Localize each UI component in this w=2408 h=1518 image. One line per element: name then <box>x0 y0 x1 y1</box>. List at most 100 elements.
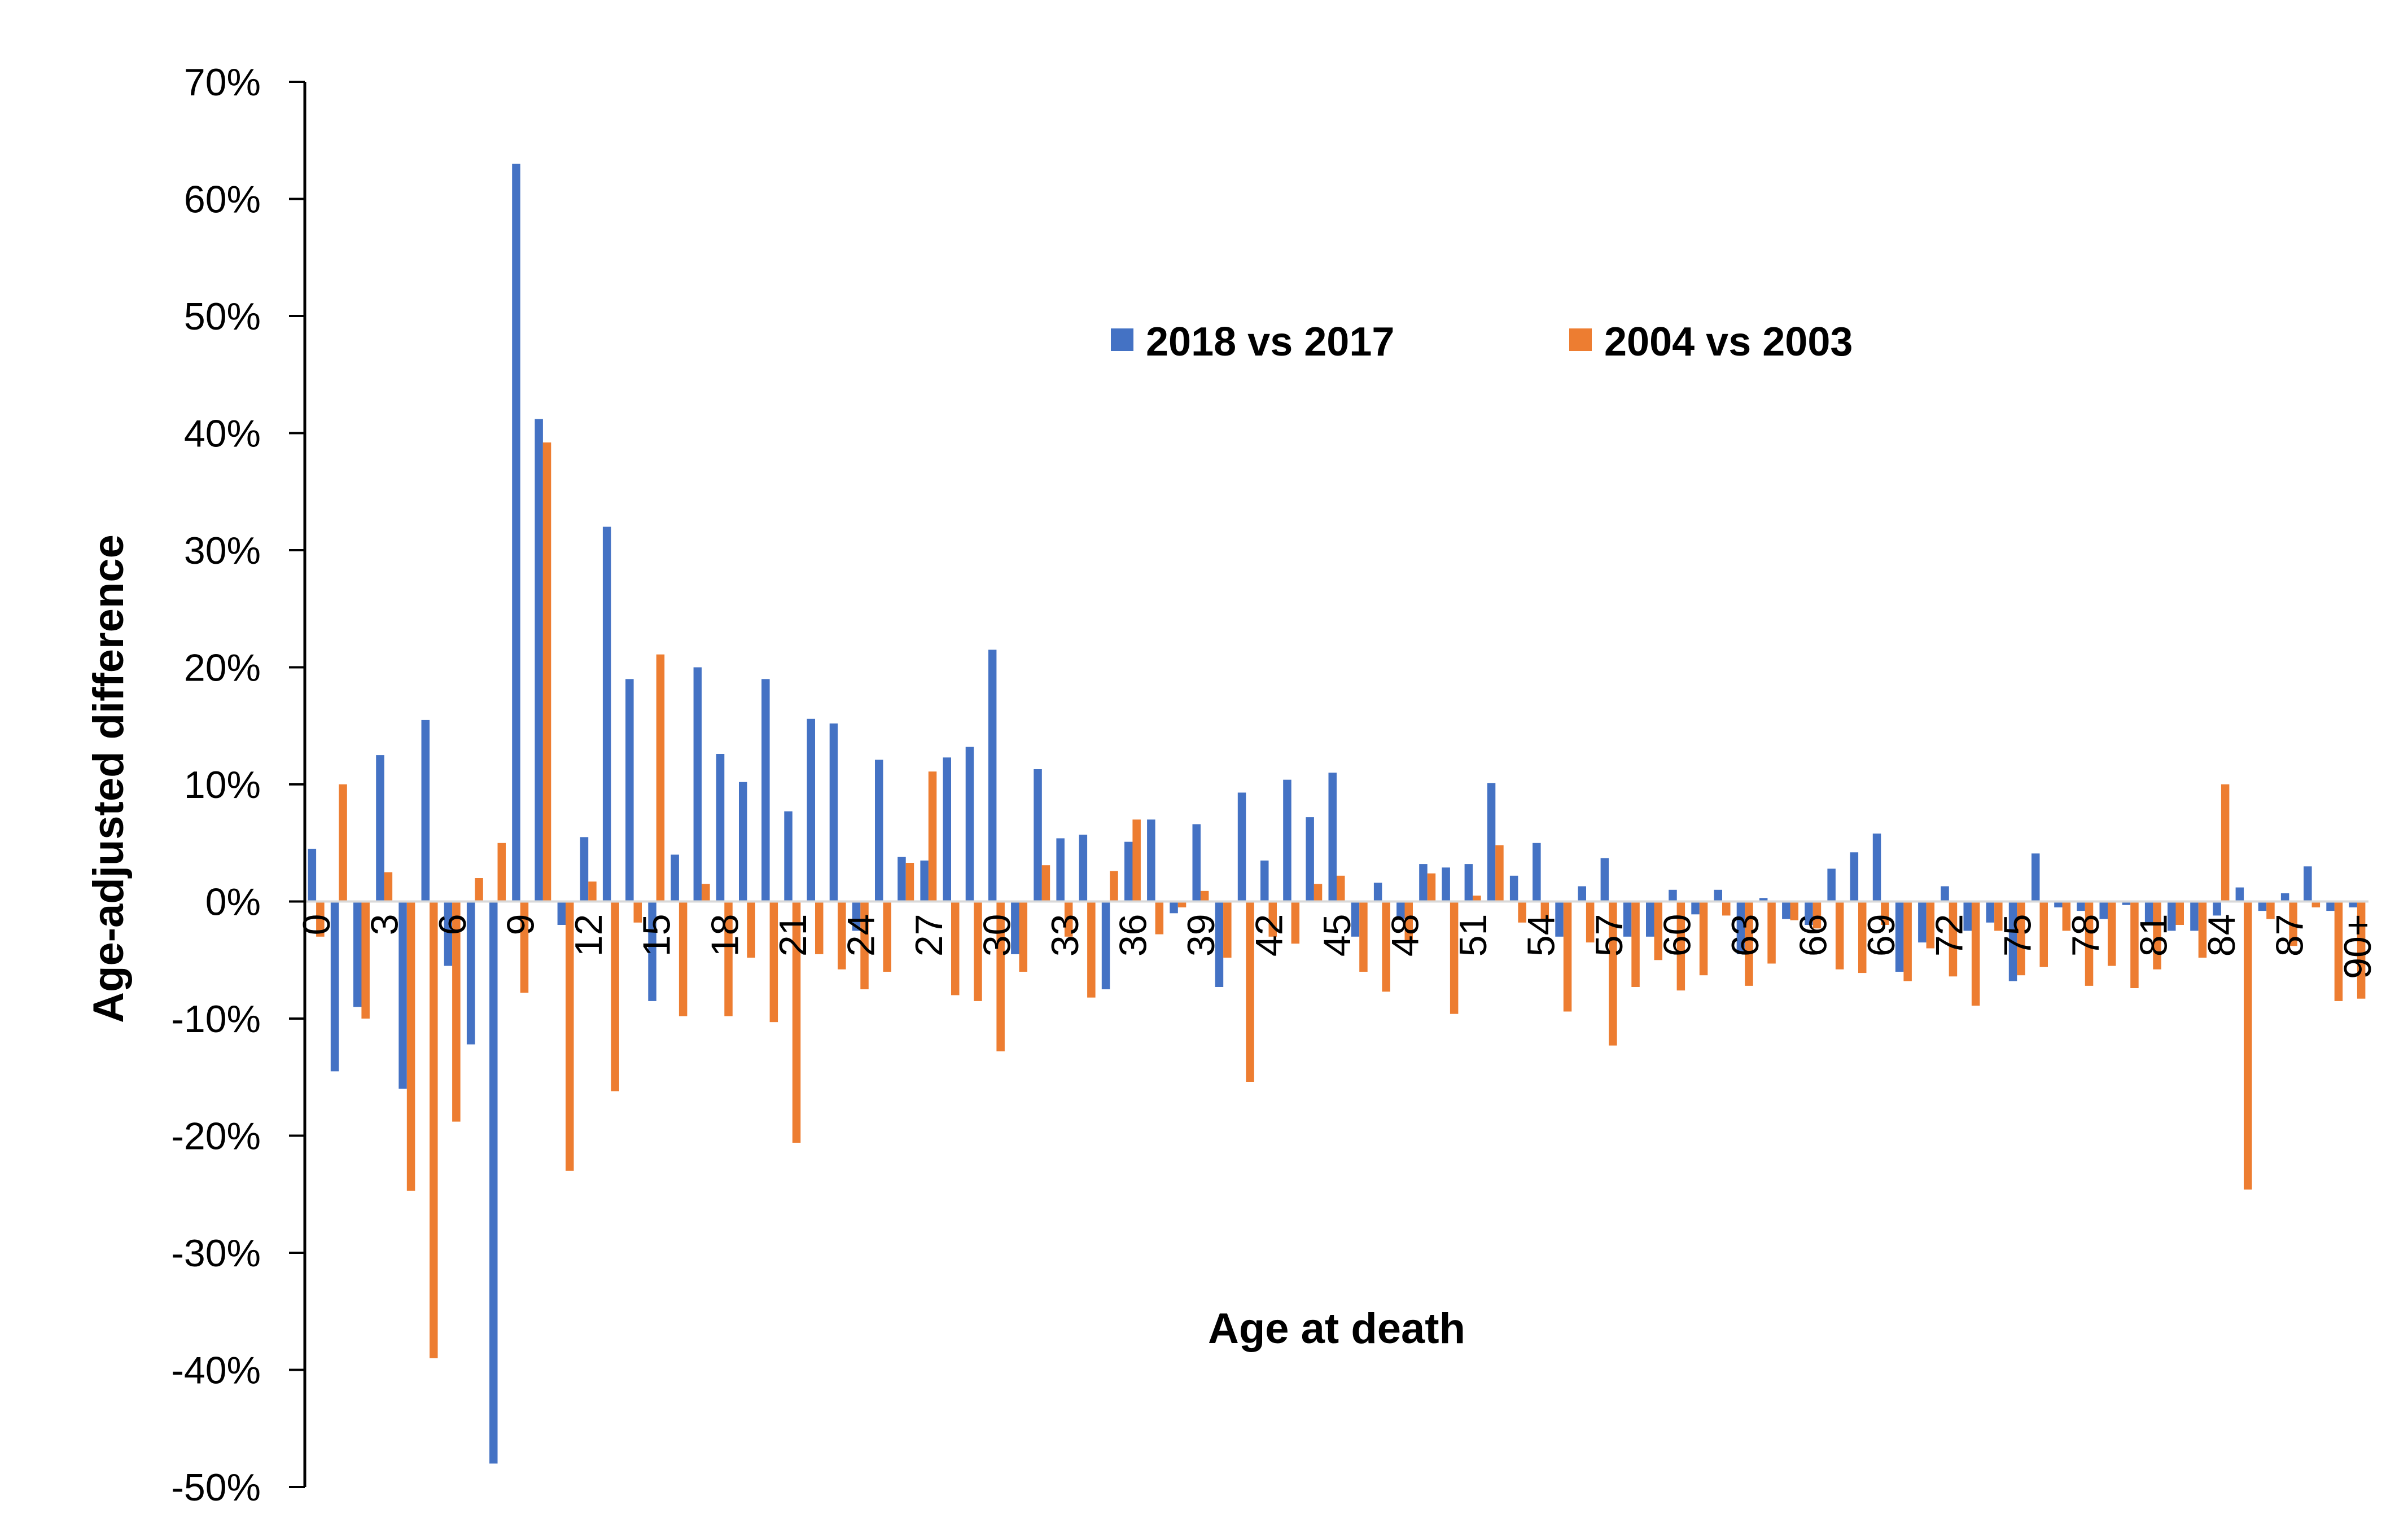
x-tick-label: 24 <box>839 914 882 957</box>
bar-2004-vs-2003-age-78 <box>2085 901 2094 986</box>
bar-2018-vs-2017-age-36 <box>1124 841 1133 902</box>
bar-2018-vs-2017-age-74 <box>1986 901 1995 923</box>
bar-2018-vs-2017-age-16 <box>671 854 679 902</box>
bar-2004-vs-2003-age-57 <box>1609 901 1617 1046</box>
bar-2018-vs-2017-age-10 <box>535 419 543 902</box>
bar-2004-vs-2003-age-50 <box>1450 901 1459 1014</box>
bar-2018-vs-2017-age-30 <box>988 650 997 902</box>
bar-2018-vs-2017-age-33 <box>1056 838 1065 902</box>
bar-2018-vs-2017-age-53 <box>1509 875 1518 902</box>
bar-2004-vs-2003-age-40 <box>1223 901 1232 958</box>
x-tick-label: 69 <box>1860 914 1903 957</box>
bar-2004-vs-2003-age-10 <box>542 442 551 902</box>
bar-2018-vs-2017-age-67 <box>1827 868 1836 902</box>
bar-2004-vs-2003-age-38 <box>1177 901 1187 907</box>
bar-2004-vs-2003-age-75 <box>2017 901 2025 976</box>
bar-2018-vs-2017-age-87 <box>2280 893 2289 902</box>
bar-2018-vs-2017-age-41 <box>1237 792 1246 902</box>
bar-2004-vs-2003-age-6 <box>452 901 461 1122</box>
bar-2018-vs-2017-age-43 <box>1283 779 1291 902</box>
bar-2018-vs-2017-age-5 <box>421 719 430 902</box>
bar-2004-vs-2003-age-67 <box>1835 901 1844 969</box>
bar-2004-vs-2003-age-63 <box>1745 901 1753 986</box>
x-tick-label: 33 <box>1044 914 1087 957</box>
bar-2018-vs-2017-age-88 <box>2304 866 2312 902</box>
bar-2004-vs-2003-age-79 <box>2108 901 2116 966</box>
bar-2018-vs-2017-age-78 <box>2077 901 2085 911</box>
bar-2018-vs-2017-age-9 <box>512 164 520 902</box>
y-tick-label: 20% <box>184 647 261 690</box>
bar-2004-vs-2003-age-31 <box>1019 901 1027 972</box>
bar-2004-vs-2003-age-25 <box>883 901 891 972</box>
bar-2004-vs-2003-age-62 <box>1722 901 1731 916</box>
bar-2018-vs-2017-age-58 <box>1623 901 1632 937</box>
bar-2018-vs-2017-age-48 <box>1396 901 1405 919</box>
bar-2004-vs-2003-age-43 <box>1291 901 1300 944</box>
bar-2004-vs-2003-age-88 <box>2311 901 2321 907</box>
x-tick-label: 6 <box>431 914 474 935</box>
y-axis-ticks: 70% 60% 50% 40% 30% 20% 10% 0% -10% -20% -30% -40% -… <box>171 61 305 1509</box>
x-tick-label: 66 <box>1792 914 1835 957</box>
bar-2004-vs-2003-age-32 <box>1041 865 1050 902</box>
bar-2004-vs-2003-age-41 <box>1246 901 1254 1082</box>
y-tick-label: 10% <box>184 764 261 806</box>
bar-2018-vs-2017-age-70 <box>1895 901 1904 972</box>
bar-2004-vs-2003-age-26 <box>905 863 914 902</box>
bar-2018-vs-2017-age-85 <box>2235 887 2244 902</box>
bar-2004-vs-2003-age-46 <box>1359 901 1368 972</box>
bar-2004-vs-2003-age-2 <box>361 901 370 1019</box>
bar-2004-vs-2003-age-21 <box>792 901 801 1143</box>
bar-2018-vs-2017-age-7 <box>466 901 475 1045</box>
bar-2018-vs-2017-age-6 <box>444 901 453 966</box>
legend-item-2018-vs-2017: 2018 vs 2017 <box>1111 319 1394 365</box>
bar-2018-vs-2017-age-73 <box>1963 901 1972 931</box>
bar-2004-vs-2003-age-9 <box>520 901 529 993</box>
bar-2018-vs-2017-age-84 <box>2213 901 2221 916</box>
x-tick-label: 27 <box>908 914 951 957</box>
bar-2018-vs-2017-age-12 <box>580 837 589 902</box>
bar-2018-vs-2017-age-45 <box>1328 773 1337 902</box>
bar-2004-vs-2003-age-37 <box>1155 901 1164 935</box>
x-tick-label: 18 <box>703 914 746 957</box>
bar-2018-vs-2017-age-38 <box>1170 901 1178 914</box>
bar-2004-vs-2003-age-36 <box>1132 819 1141 902</box>
bar-2018-vs-2017-age-13 <box>602 527 611 902</box>
legend: 2018 vs 2017 2004 vs 2003 <box>1111 319 1853 365</box>
bar-2018-vs-2017-age-62 <box>1714 889 1722 902</box>
bar-2004-vs-2003-age-59 <box>1654 901 1662 960</box>
bar-2004-vs-2003-age-30 <box>996 901 1005 1052</box>
series-2004-vs-2003-bars <box>316 442 2366 1358</box>
bar-2018-vs-2017-age-89 <box>2326 901 2335 911</box>
x-tick-label: 63 <box>1724 914 1767 957</box>
legend-item-2004-vs-2003: 2004 vs 2003 <box>1569 319 1853 365</box>
bar-2018-vs-2017-age-64 <box>1759 898 1768 902</box>
bar-2018-vs-2017-age-83 <box>2190 901 2199 931</box>
bar-2018-vs-2017-age-40 <box>1215 901 1224 987</box>
bar-2004-vs-2003-age-64 <box>1767 901 1776 964</box>
bar-2018-vs-2017-age-61 <box>1691 901 1700 915</box>
bar-2018-vs-2017-age-2 <box>353 901 362 1007</box>
bar-2004-vs-2003-age-49 <box>1427 873 1436 902</box>
bar-2004-vs-2003-age-16 <box>678 901 688 1016</box>
legend-swatch-2018-vs-2017 <box>1111 328 1133 351</box>
bar-2018-vs-2017-age-24 <box>852 901 861 931</box>
bar-2004-vs-2003-age-65 <box>1790 901 1798 920</box>
x-tick-label: 72 <box>1928 914 1971 957</box>
bar-2004-vs-2003-age-39 <box>1200 890 1209 902</box>
legend-swatch-2004-vs-2003 <box>1569 328 1592 351</box>
bar-2004-vs-2003-age-81 <box>2153 901 2161 969</box>
legend-label-2004-vs-2003: 2004 vs 2003 <box>1604 319 1853 365</box>
bar-2004-vs-2003-age-51 <box>1473 896 1481 902</box>
bar-2018-vs-2017-age-29 <box>965 747 974 902</box>
bar-2018-vs-2017-age-1 <box>330 901 339 1072</box>
bar-2004-vs-2003-age-74 <box>1994 901 2003 931</box>
bar-2004-vs-2003-age-23 <box>838 901 846 969</box>
bar-2018-vs-2017-age-14 <box>625 679 634 902</box>
bar-2018-vs-2017-age-8 <box>489 901 498 1464</box>
bar-2018-vs-2017-age-75 <box>2008 901 2017 981</box>
bar-2004-vs-2003-age-83 <box>2198 901 2207 958</box>
bar-2004-vs-2003-age-76 <box>2039 901 2048 967</box>
x-tick-label: 51 <box>1452 914 1495 957</box>
x-tick-label: 9 <box>500 914 542 936</box>
bar-2018-vs-2017-age-86 <box>2258 901 2267 911</box>
